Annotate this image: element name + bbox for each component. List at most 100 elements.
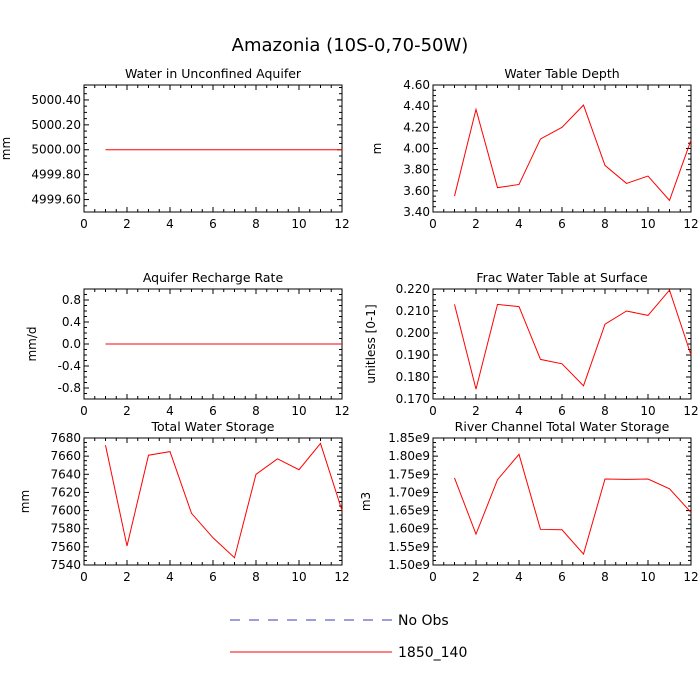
panel-6: River Channel Total Water Storage 0 2 4 6 8 10… xyxy=(359,419,699,584)
y-axis-label: m3 xyxy=(359,492,373,511)
x-tick-label: 6 xyxy=(558,570,566,584)
x-tick-label: 6 xyxy=(558,217,566,231)
y-tick-label: 3.60 xyxy=(403,184,430,198)
x-tick-label: 8 xyxy=(252,570,260,584)
plot-frame xyxy=(83,437,343,566)
x-tick-label: 0 xyxy=(429,404,437,418)
y-tick-label: 7600 xyxy=(50,504,81,518)
y-tick-label: 7680 xyxy=(50,431,81,445)
x-tick-label: 10 xyxy=(291,404,306,418)
y-axis-label: unitless [0-1] xyxy=(364,304,378,383)
legend-label-1: No Obs xyxy=(398,613,449,629)
legend: No Obs 1850_140 xyxy=(230,613,467,661)
plot-frame xyxy=(432,437,692,566)
y-tick-label: 7560 xyxy=(50,540,81,554)
y-tick-label: 7620 xyxy=(50,485,81,499)
y-axis-label: mm xyxy=(0,137,13,160)
x-tick-label: 2 xyxy=(123,570,131,584)
x-tick-label: 6 xyxy=(209,404,217,418)
y-tick-label: 0.170 xyxy=(396,392,430,406)
y-axis-label: mm/d xyxy=(25,326,39,361)
x-tick-label: 12 xyxy=(683,404,698,418)
y-tick-label: -0.8 xyxy=(58,381,81,395)
x-tick-label: 10 xyxy=(640,217,655,231)
x-tick-label: 2 xyxy=(472,570,480,584)
x-tick-label: 10 xyxy=(291,217,306,231)
x-tick-label: 0 xyxy=(429,217,437,231)
y-tick-label: 0.0 xyxy=(62,337,81,351)
y-tick-label: 4999.80 xyxy=(31,168,81,182)
x-tick-label: 10 xyxy=(640,404,655,418)
y-tick-label: 0.210 xyxy=(396,304,430,318)
y-tick-label: 5000.40 xyxy=(31,93,81,107)
y-tick-label: 1.80e9 xyxy=(388,449,430,463)
panel-3: Aquifer Recharge Rate 0 2 4 6 8 10 12 -0.8 -0.4 0.… xyxy=(25,270,350,418)
y-tick-label: 1.75e9 xyxy=(388,467,430,481)
x-tick-label: 4 xyxy=(515,404,523,418)
x-tick-label: 2 xyxy=(123,217,131,231)
x-tick-label: 4 xyxy=(515,217,523,231)
x-tick-label: 6 xyxy=(209,217,217,231)
y-tick-label: 7660 xyxy=(50,449,81,463)
y-tick-label: 0.4 xyxy=(62,315,81,329)
x-tick-label: 4 xyxy=(166,217,174,231)
y-tick-label: -0.4 xyxy=(58,359,81,373)
x-tick-label: 12 xyxy=(334,217,349,231)
x-tick-label: 8 xyxy=(252,217,260,231)
panel-1: Water in Unconfined Aquifer 0 2 4 6 8 10 12 4999… xyxy=(0,66,350,231)
panel-title: Total Water Storage xyxy=(151,419,275,434)
panel-title: River Channel Total Water Storage xyxy=(455,419,670,434)
plot-frame xyxy=(432,288,692,400)
series-line xyxy=(454,289,692,390)
x-tick-label: 8 xyxy=(601,217,609,231)
x-tick-label: 8 xyxy=(252,404,260,418)
x-tick-label: 8 xyxy=(601,404,609,418)
x-tick-label: 4 xyxy=(166,404,174,418)
plot-frame xyxy=(432,84,692,213)
y-tick-label: 7540 xyxy=(50,558,81,572)
series-line xyxy=(454,453,692,556)
x-tick-label: 12 xyxy=(334,404,349,418)
x-tick-label: 2 xyxy=(472,217,480,231)
panel-4: Frac Water Table at Surface 0 2 4 6 8 10 12 0.17… xyxy=(364,270,699,418)
y-tick-label: 4.60 xyxy=(403,78,430,92)
x-tick-label: 12 xyxy=(683,217,698,231)
x-tick-label: 0 xyxy=(80,217,88,231)
y-tick-label: 1.55e9 xyxy=(388,540,430,554)
panel-title: Aquifer Recharge Rate xyxy=(143,270,284,285)
x-tick-label: 4 xyxy=(166,570,174,584)
y-tick-label: 7580 xyxy=(50,522,81,536)
x-tick-label: 10 xyxy=(640,570,655,584)
y-axis-label: m xyxy=(370,143,384,155)
y-tick-label: 4.00 xyxy=(403,142,430,156)
series-line xyxy=(454,104,692,202)
panel-title: Water in Unconfined Aquifer xyxy=(125,66,302,81)
x-tick-label: 0 xyxy=(80,404,88,418)
y-tick-label: 3.40 xyxy=(403,205,430,219)
y-tick-label: 7640 xyxy=(50,467,81,481)
x-tick-label: 6 xyxy=(558,404,566,418)
x-tick-label: 10 xyxy=(291,570,306,584)
y-tick-label: 1.65e9 xyxy=(388,504,430,518)
x-tick-label: 6 xyxy=(209,570,217,584)
y-tick-label: 0.180 xyxy=(396,370,430,384)
y-tick-label: 0.220 xyxy=(396,282,430,296)
x-tick-label: 0 xyxy=(429,570,437,584)
y-tick-label: 5000.20 xyxy=(31,118,81,132)
y-tick-label: 0.8 xyxy=(62,293,81,307)
y-tick-label: 0.190 xyxy=(396,348,430,362)
y-axis-label: mm xyxy=(18,490,32,513)
y-tick-label: 5000.00 xyxy=(31,143,81,157)
y-tick-label: 4999.60 xyxy=(31,193,81,207)
y-tick-label: 1.60e9 xyxy=(388,522,430,536)
y-tick-label: 4.20 xyxy=(403,120,430,134)
y-tick-label: 1.50e9 xyxy=(388,558,430,572)
figure-title: Amazonia (10S-0,70-50W) xyxy=(232,35,469,56)
y-tick-label: 1.85e9 xyxy=(388,431,430,445)
panel-5: Total Water Storage 0 2 4 6 8 10 12 7540 7560 7580… xyxy=(18,419,350,584)
panel-2: Water Table Depth 0 2 4 6 8 10 12 3.40 3.60 3.80 4.… xyxy=(370,66,699,231)
legend-label-2: 1850_140 xyxy=(398,645,467,661)
panel-title: Water Table Depth xyxy=(504,66,619,81)
y-tick-label: 4.40 xyxy=(403,99,430,113)
